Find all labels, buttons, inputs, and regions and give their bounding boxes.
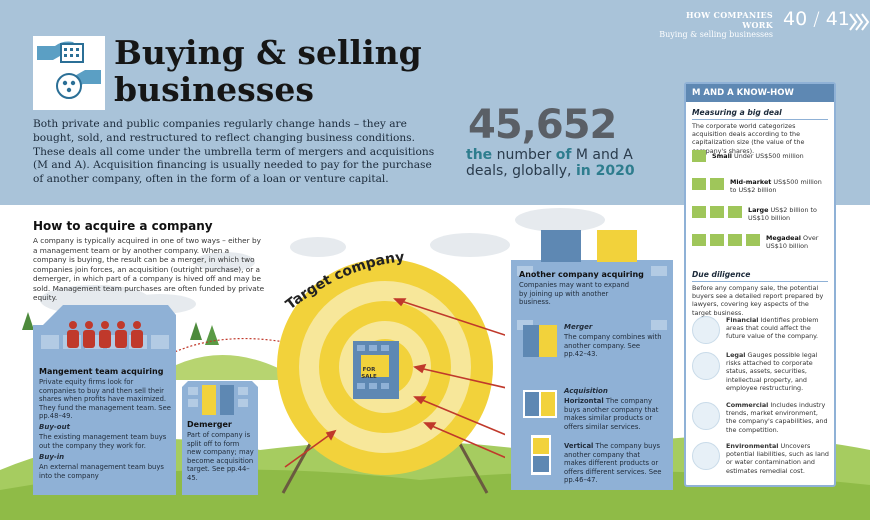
- money-stack-icon: [692, 316, 720, 344]
- stat-caption: the number of M and A deals, globally, i…: [466, 147, 656, 179]
- horizontal-title: Horizontal: [564, 397, 604, 405]
- dd-commercial: Commercial Includes industry trends, mar…: [726, 401, 830, 434]
- dd-legal-text: Gauges possible legal risks attached to …: [726, 351, 818, 392]
- intro-paragraph: Both private and public companies regula…: [33, 118, 435, 186]
- measuring-text: The corporate world categorizes acquisit…: [692, 122, 805, 155]
- target-company-text: Target company: [283, 249, 405, 313]
- tier-megadeal-name: Megadeal: [766, 234, 801, 242]
- stat-year: in 2020: [575, 163, 635, 179]
- for-sale-sign: FOR SALE: [361, 367, 377, 380]
- trees-icon: [692, 442, 720, 470]
- tier-megadeal: Megadeal Over US$10 billion: [766, 234, 830, 250]
- another-company-text: Companies may want to expand by joining …: [519, 281, 630, 307]
- another-company-building: Another company acquiring Companies may …: [511, 230, 673, 490]
- vertical-body: The company buys another company that ma…: [564, 442, 662, 485]
- building-shape: [511, 230, 673, 490]
- divider: [692, 281, 828, 282]
- tier-mid-name: Mid-market: [730, 178, 772, 186]
- buyin-text: An external management team buys into th…: [39, 463, 164, 480]
- page-right: 41: [825, 8, 850, 30]
- tier-large: Large US$2 billion to US$10 billion: [748, 206, 830, 222]
- management-text: Private equity firms look for companies …: [39, 378, 171, 421]
- measuring-title: Measuring a big deal: [692, 108, 782, 117]
- dd-financial: Financial Identifies problem areas that …: [726, 316, 830, 341]
- vertical-title: Vertical: [564, 442, 594, 450]
- page-header: HOW COMPANIES WORK Buying & selling busi…: [655, 10, 773, 40]
- chevron-right-icon[interactable]: [848, 12, 870, 32]
- management-title: Mangement team acquiring: [39, 367, 164, 376]
- stat-m-and-a: M and A: [575, 147, 633, 163]
- stat-word-number: number: [496, 147, 552, 163]
- how-to-acquire-heading: How to acquire a company: [33, 219, 213, 233]
- dd-legal: Legal Gauges possible legal risks attach…: [726, 351, 830, 392]
- page-title: Buying & selling businesses: [114, 33, 422, 109]
- management-building: Mangement team acquiring Private equity …: [33, 305, 176, 495]
- acquisition-title: Acquisition: [564, 387, 608, 395]
- building-shape: [182, 381, 258, 495]
- building-shape: [33, 305, 176, 495]
- demerger-text: Part of company is split off to form new…: [187, 431, 254, 482]
- split-block-icon: [202, 385, 216, 415]
- dd-environmental: Environmental Uncovers potential liabili…: [726, 442, 830, 475]
- pie-chart-icon: [692, 402, 720, 430]
- vertical-text: Vertical The company buys another compan…: [564, 442, 664, 485]
- merging-building-icon: [597, 230, 637, 262]
- merger-text: The company combines with another compan…: [564, 333, 662, 359]
- buyout-text: The existing management team buys out th…: [39, 433, 167, 450]
- horizontal-body: The company buys another company that ma…: [564, 397, 659, 431]
- horizontal-text: Horizontal The company buys another comp…: [564, 397, 664, 431]
- tier-mid-range: US$500 million to US$2 billion: [730, 178, 822, 194]
- due-diligence-title: Due diligence: [692, 270, 751, 279]
- m-and-a-know-how-panel: M AND A KNOW-HOW Measuring a big deal Th…: [684, 82, 836, 487]
- tier-megadeal-range: Over US$10 billion: [766, 234, 819, 250]
- merger-title: Merger: [564, 323, 593, 331]
- buyin-title: Buy-in: [39, 453, 65, 461]
- another-company-title: Another company acquiring: [519, 270, 644, 279]
- target-illustration: [277, 259, 505, 494]
- dd-financial-text: Identifies problem areas that could affe…: [726, 316, 819, 341]
- demerger-title: Demerger: [187, 420, 232, 429]
- tier-small: Small Under US$500 million: [712, 152, 830, 160]
- divider: [692, 119, 828, 120]
- gavel-icon: [692, 352, 720, 380]
- tier-large-name: Large: [748, 206, 769, 214]
- section-title: Buying & selling businesses: [659, 30, 773, 39]
- target-company-label: Target company: [283, 249, 405, 313]
- how-to-acquire-text: A company is typically acquired in one o…: [33, 236, 265, 302]
- page-left: 40: [783, 8, 808, 30]
- dd-environmental-text: Uncovers potential liabilities, such as …: [726, 442, 829, 475]
- series-title: HOW COMPANIES WORK: [686, 10, 773, 30]
- tier-mid: Mid-market US$500 million to US$2 billio…: [730, 178, 830, 194]
- tier-small-name: Small: [712, 152, 732, 160]
- handshake-trade-icon: [33, 36, 105, 110]
- due-diligence-text: Before any company sale, the potential b…: [692, 284, 824, 317]
- dd-financial-name: Financial: [726, 316, 759, 324]
- team-figures-icon: [67, 321, 143, 348]
- stat-of: of: [555, 147, 572, 163]
- buyout-title: Buy-out: [39, 423, 70, 431]
- dd-environmental-name: Environmental: [726, 442, 779, 450]
- dd-legal-name: Legal: [726, 351, 746, 359]
- dd-commercial-text: Includes industry trends, market environ…: [726, 401, 828, 434]
- tier-large-range: US$2 billion to US$10 billion: [748, 206, 817, 222]
- stat-the: the: [466, 147, 493, 163]
- svg-text:Target company: Target company: [283, 249, 405, 313]
- stat-line2: deals, globally,: [466, 163, 572, 179]
- panel-title: M AND A KNOW-HOW: [686, 84, 834, 102]
- page-numbers: 40 / 41: [783, 8, 850, 30]
- demerger-building: Demerger Part of company is split off to…: [182, 375, 258, 495]
- stat-number: 45,652: [468, 102, 617, 148]
- deal-size-blocks-icon: [692, 150, 760, 246]
- tier-small-range: Under US$500 million: [734, 152, 804, 160]
- dd-commercial-name: Commercial: [726, 401, 769, 409]
